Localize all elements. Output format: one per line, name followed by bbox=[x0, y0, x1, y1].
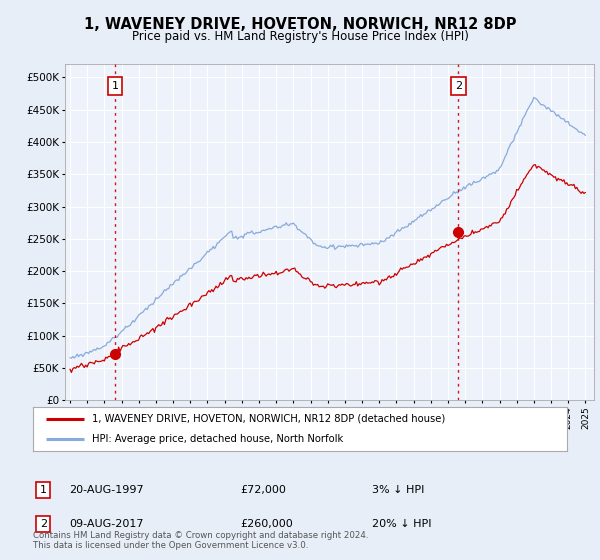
Text: HPI: Average price, detached house, North Norfolk: HPI: Average price, detached house, Nort… bbox=[92, 434, 343, 444]
Text: £260,000: £260,000 bbox=[240, 519, 293, 529]
Text: 2: 2 bbox=[40, 519, 47, 529]
Text: 3% ↓ HPI: 3% ↓ HPI bbox=[372, 485, 424, 495]
Text: 1: 1 bbox=[112, 81, 118, 91]
Text: Contains HM Land Registry data © Crown copyright and database right 2024.
This d: Contains HM Land Registry data © Crown c… bbox=[33, 530, 368, 550]
Text: 09-AUG-2017: 09-AUG-2017 bbox=[69, 519, 143, 529]
Text: £72,000: £72,000 bbox=[240, 485, 286, 495]
Text: 1: 1 bbox=[40, 485, 47, 495]
Text: 2: 2 bbox=[455, 81, 462, 91]
Text: 1, WAVENEY DRIVE, HOVETON, NORWICH, NR12 8DP (detached house): 1, WAVENEY DRIVE, HOVETON, NORWICH, NR12… bbox=[92, 414, 445, 424]
Text: 20% ↓ HPI: 20% ↓ HPI bbox=[372, 519, 431, 529]
Text: Price paid vs. HM Land Registry's House Price Index (HPI): Price paid vs. HM Land Registry's House … bbox=[131, 30, 469, 43]
Text: 20-AUG-1997: 20-AUG-1997 bbox=[69, 485, 143, 495]
Text: 1, WAVENEY DRIVE, HOVETON, NORWICH, NR12 8DP: 1, WAVENEY DRIVE, HOVETON, NORWICH, NR12… bbox=[84, 17, 516, 32]
